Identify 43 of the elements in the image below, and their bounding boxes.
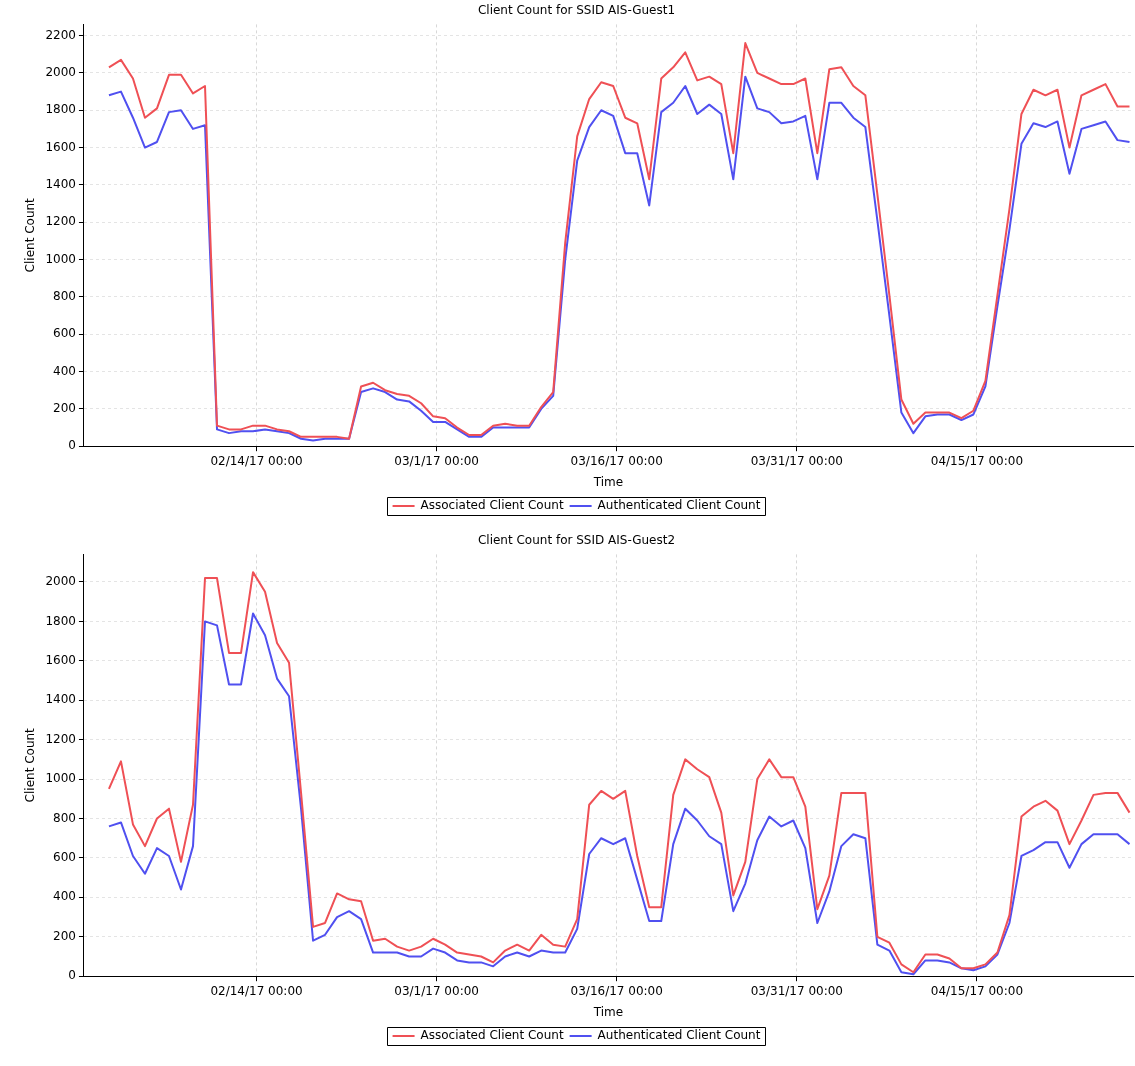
y-tick-label: 1200 (45, 214, 76, 229)
legend-label: Authenticated Client Count (597, 1028, 761, 1043)
y-tick-label: 200 (53, 928, 76, 943)
x-tick-label: 03/31/17 00:00 (750, 453, 843, 468)
y-tick-label: 1000 (45, 251, 76, 266)
legend-label: Associated Client Count (420, 498, 564, 513)
x-tick-label: 02/14/17 00:00 (210, 453, 303, 468)
y-tick-label: 1800 (45, 613, 76, 628)
x-tick-label: 03/16/17 00:00 (570, 453, 663, 468)
y-tick-label: 400 (53, 889, 76, 904)
y-tick-label: 2000 (45, 65, 76, 80)
y-tick-label: 1200 (45, 731, 76, 746)
y-tick-label: 2200 (45, 27, 76, 42)
y-tick-label: 800 (53, 289, 76, 304)
y-tick-label: 200 (53, 401, 76, 415)
x-tick-label: 04/15/17 00:00 (930, 453, 1024, 468)
y-tick-label: 1600 (45, 652, 76, 667)
y-tick-label: 2000 (45, 574, 76, 589)
y-tick-label: 1800 (45, 102, 76, 117)
y-axis-title: Client Count (23, 727, 38, 803)
y-tick-label: 0 (68, 968, 76, 983)
x-tick-label: 03/1/17 00:00 (394, 983, 479, 998)
y-tick-label: 0 (68, 438, 76, 453)
y-tick-label: 1400 (45, 692, 76, 707)
y-axis-title: Client Count (23, 197, 38, 273)
x-tick-label: 02/14/17 00:00 (210, 983, 303, 998)
x-axis-title: Time (592, 474, 624, 489)
x-tick-label: 03/1/17 00:00 (394, 453, 479, 468)
x-tick-label: 04/15/17 00:00 (930, 983, 1024, 998)
chart-title: Client Count for SSID AIS-Guest2 (477, 533, 676, 548)
chart-title: Client Count for SSID AIS-Guest1 (477, 3, 676, 18)
y-tick-label: 1400 (45, 177, 76, 192)
y-tick-label: 1600 (45, 139, 76, 154)
y-tick-label: 600 (53, 326, 76, 341)
y-tick-label: 800 (53, 810, 76, 825)
y-tick-label: 600 (53, 850, 76, 865)
y-tick-label: 400 (53, 363, 76, 378)
legend-label: Authenticated Client Count (597, 498, 761, 513)
x-tick-label: 03/16/17 00:00 (570, 983, 663, 998)
x-tick-label: 03/31/17 00:00 (750, 983, 843, 998)
legend-label: Associated Client Count (420, 1028, 564, 1043)
x-axis-title: Time (592, 1004, 624, 1019)
y-tick-label: 1000 (45, 771, 76, 786)
